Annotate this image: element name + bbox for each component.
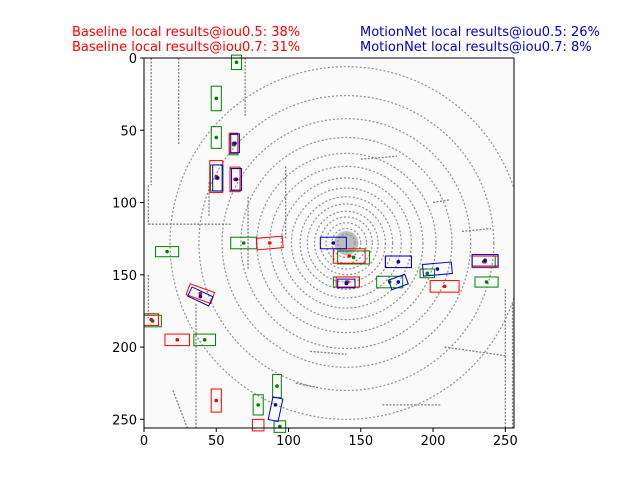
lidar-ring (240, 136, 453, 350)
motionnet-box (319, 236, 347, 250)
baseline-box (228, 132, 239, 154)
plot-frame (143, 57, 515, 429)
lidar-streak (461, 227, 491, 233)
x-tick-label: 50 (208, 434, 225, 449)
motionnet-box (421, 261, 453, 277)
baseline-center-dot (214, 398, 219, 403)
motionnet-center-dot (198, 294, 203, 299)
motionnet-center-dot (215, 176, 220, 180)
lidar-ring (280, 177, 412, 309)
x-tick-label: 0 (140, 434, 148, 449)
motionnet-center-dot (483, 258, 487, 263)
y-tick-label: 250 (112, 413, 137, 428)
ground_truth-center-dot (351, 255, 356, 260)
baseline-iou05-label: Baseline local results@iou0.5: 38% (72, 25, 300, 40)
motionnet-box (384, 255, 412, 269)
motionnet-box (267, 396, 284, 423)
lidar-ring (169, 66, 514, 420)
ground_truth-center-dot (256, 403, 260, 407)
motionnet-box (230, 168, 243, 191)
motionnet-center-dot (396, 259, 401, 264)
lidar-ring (299, 196, 394, 290)
ground_truth-center-dot (165, 249, 169, 254)
motionnet-series (187, 133, 499, 423)
baseline-iou07-label: Baseline local results@iou0.7: 31% (72, 40, 300, 55)
ground_truth-box (210, 85, 222, 112)
ground_truth-center-dot (202, 338, 207, 342)
ground_truth-box (252, 394, 264, 416)
motionnet-center-dot (344, 281, 349, 286)
ground_truth-center-dot (425, 271, 430, 276)
motionnet-iou07-label: MotionNet local results@iou0.7: 8% (360, 40, 592, 55)
lidar-streak (432, 198, 451, 204)
ground_truth-box (273, 420, 287, 433)
baseline-center-dot (347, 254, 352, 258)
motionnet-center-dot (273, 403, 278, 407)
motionnet-center-dot (396, 280, 401, 284)
motionnet-iou05-label: MotionNet local results@iou0.5: 26% (360, 25, 600, 40)
motionnet-box (337, 278, 356, 289)
baseline-box (164, 333, 191, 347)
motionnet-center-dot (233, 141, 237, 146)
baseline-box (210, 388, 222, 413)
ground_truth-box (337, 250, 370, 265)
ground_truth-center-dot (214, 135, 219, 140)
ground_truth-box (193, 333, 217, 347)
y-tick-label: 150 (112, 269, 137, 284)
x-tick-label: 100 (276, 434, 301, 449)
ground_truth-center-dot (234, 60, 239, 65)
baseline-box (255, 235, 284, 251)
detection-boxes (143, 54, 499, 433)
x-tick-label: 250 (493, 434, 518, 449)
motionnet-center-dot (234, 177, 239, 182)
baseline-box (429, 280, 460, 293)
ground_truth-center-dot (275, 384, 279, 388)
motionnet-box (387, 273, 409, 291)
ground_truth-box (376, 275, 404, 289)
ground_truth-box (210, 126, 222, 149)
baseline-box (332, 248, 366, 264)
baseline-box (335, 276, 360, 288)
motionnet-box (471, 254, 499, 267)
motionnet-box (187, 286, 214, 307)
motionnet-center-dot (435, 267, 440, 271)
lidar-ring (198, 94, 495, 392)
ground_truth-box (155, 246, 180, 258)
motionnet-box (230, 133, 240, 154)
lidar-streak (295, 382, 318, 389)
baseline-box (229, 166, 241, 193)
baseline-center-dot (198, 291, 203, 296)
y-tick-label: 0 (129, 52, 137, 67)
baseline-center-dot (149, 317, 154, 322)
baseline-center-dot (442, 284, 447, 289)
ground_truth-center-dot (214, 96, 219, 101)
baseline-center-dot (175, 338, 180, 342)
ground_truth-box (419, 268, 436, 279)
lidar-ring (221, 118, 472, 368)
lidar-streak (310, 350, 347, 355)
lidar-ring (325, 222, 368, 264)
y-tick-label: 50 (120, 124, 137, 139)
y-tick-label: 100 (112, 197, 137, 212)
baseline-box (251, 418, 265, 432)
motionnet-box (212, 164, 224, 192)
motionnet-center-dot (331, 241, 336, 245)
baseline-center-dot (267, 241, 272, 245)
ground_truth-center-dot (484, 280, 489, 284)
ground_truth-center-dot (241, 241, 246, 245)
x-tick-label: 150 (348, 434, 373, 449)
ground_truth-box (474, 276, 499, 288)
plot-area-background (144, 58, 514, 428)
ground_truth-center-dot (278, 424, 282, 429)
lidar-streak (360, 155, 397, 160)
x-tick-label: 200 (421, 434, 446, 449)
lidar-ring (290, 187, 402, 299)
lidar-ring (313, 210, 379, 276)
ground_truth-box (230, 54, 243, 71)
y-tick-label: 200 (112, 341, 137, 356)
